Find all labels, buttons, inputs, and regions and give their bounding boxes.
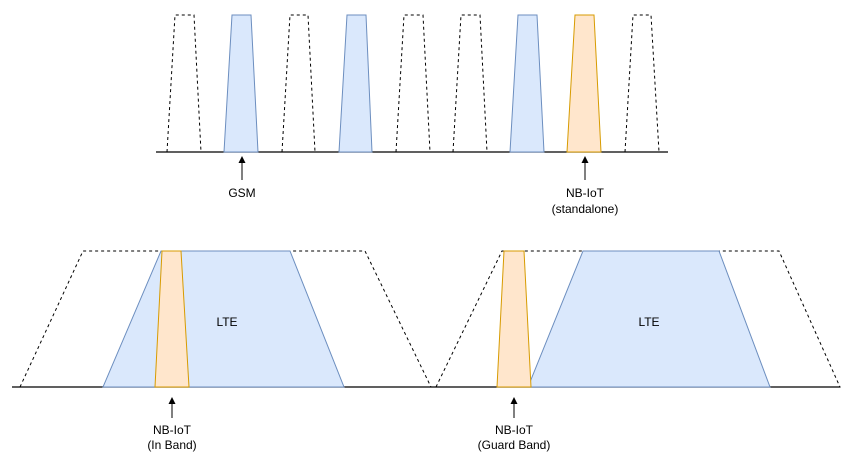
lte-outer-band-dashed xyxy=(435,250,841,388)
empty-channel-5 xyxy=(624,14,660,153)
nbiot-standalone-channel xyxy=(566,14,602,153)
lte-inband-panel: LTE NB-IoT (In Band) xyxy=(12,250,436,452)
nbiot-inband-pointer: NB-IoT (In Band) xyxy=(147,397,197,452)
lte-inband-label: LTE xyxy=(216,315,237,329)
empty-channel-2 xyxy=(281,14,316,153)
gsm-channel-1 xyxy=(223,14,259,153)
arrowhead-icon xyxy=(510,397,518,404)
lte-carrier-guardband xyxy=(527,250,771,388)
empty-channel-1 xyxy=(166,14,202,153)
nbiot-inband-label-line2: (In Band) xyxy=(147,438,196,452)
gsm-pointer: GSM xyxy=(228,156,256,200)
nbiot-inband-channel xyxy=(154,250,190,388)
lte-guardband-label: LTE xyxy=(638,315,659,329)
empty-channel-4 xyxy=(452,14,488,153)
nbiot-inband-label-line1: NB-IoT xyxy=(153,423,192,437)
gsm-channel-3 xyxy=(509,14,545,153)
arrowhead-icon xyxy=(168,397,176,404)
nbiot-guardband-label-line1: NB-IoT xyxy=(495,423,534,437)
nbiot-guardband-label-line2: (Guard Band) xyxy=(478,438,551,452)
empty-channel-3 xyxy=(395,14,431,153)
arrowhead-icon xyxy=(238,156,246,163)
gsm-spectrum-panel: GSM NB-IoT (standalone) xyxy=(156,14,668,216)
nbiot-standalone-pointer: NB-IoT (standalone) xyxy=(552,156,619,216)
nbiot-standalone-label-line1: NB-IoT xyxy=(566,186,605,200)
lte-guardband-panel: LTE NB-IoT (Guard Band) xyxy=(435,250,841,452)
gsm-channel-2 xyxy=(338,14,373,153)
gsm-label: GSM xyxy=(228,186,255,200)
nbiot-standalone-label-line2: (standalone) xyxy=(552,202,619,216)
arrowhead-icon xyxy=(581,156,589,163)
nbiot-guardband-pointer: NB-IoT (Guard Band) xyxy=(478,397,551,452)
nbiot-guardband-channel xyxy=(496,250,532,388)
